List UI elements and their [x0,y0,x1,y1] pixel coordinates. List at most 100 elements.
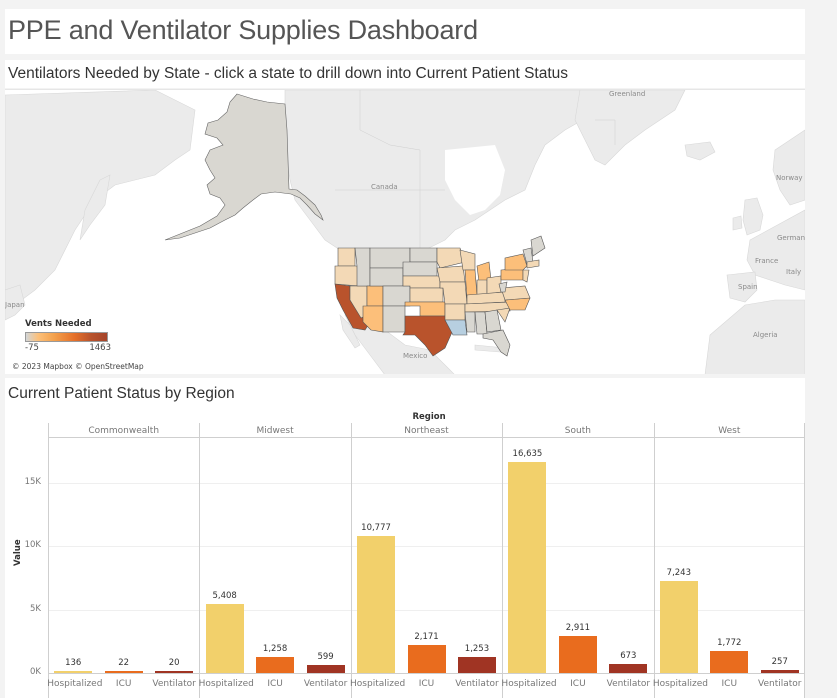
bar-midwest-ventilator[interactable] [306,665,345,673]
bar-value-label: 257 [771,656,788,667]
state-west-virginia[interactable] [498,281,508,293]
state-illinois[interactable] [464,269,478,299]
bar-value-label: 599 [317,652,334,663]
bar-south-ventilator[interactable] [609,664,648,673]
x-category-label: Hospitalized [350,679,406,689]
x-category-label: Ventilator [152,679,196,689]
region-label-south: South [564,426,591,436]
bar-value-label: 1,258 [262,644,288,655]
pane-divider [804,423,805,698]
x-category-label: Hospitalized [652,679,709,689]
bar-commonwealth-hospitalized[interactable] [54,671,93,673]
state-arkansas[interactable] [444,303,466,321]
state-oregon[interactable] [334,265,361,287]
bar-northeast-hospitalized[interactable] [357,536,396,673]
state-maine[interactable] [530,235,546,257]
state-kansas[interactable] [409,287,444,303]
state-mississippi[interactable] [464,311,476,333]
state-louisiana[interactable] [444,319,468,336]
x-category-label: Hospitalized [47,679,103,689]
state-nebraska[interactable] [402,275,441,289]
state-utah[interactable] [366,285,384,307]
x-category-label: ICU [570,679,586,689]
x-category-label: Ventilator [303,679,348,689]
pane-divider [653,423,655,698]
x-category-label: ICU [115,679,132,689]
bar-commonwealth-ventilator[interactable] [155,671,194,673]
bar-value-label: 673 [620,651,637,662]
bar-south-icu[interactable] [558,636,597,673]
state-south-dakota[interactable] [402,261,438,277]
header-divider [48,437,805,438]
map-title: Ventilators Needed by State - click a st… [8,65,569,82]
state-iowa[interactable] [436,265,466,283]
state-alaska[interactable] [164,93,324,241]
state-south-carolina[interactable] [496,307,511,323]
state-massachusetts[interactable] [526,259,540,269]
hudson-bay [445,145,505,215]
state-wisconsin[interactable] [459,249,476,271]
dashboard-title-panel: PPE and Ventilator Supplies Dashboard [5,9,805,54]
x-category-label: Ventilator [758,679,802,689]
state-north-dakota[interactable] [409,247,438,263]
region-label-commonwealth: Commonwealth [88,426,160,436]
bar-northeast-ventilator[interactable] [457,657,496,673]
state-idaho[interactable] [354,247,371,287]
pane-divider [48,423,49,698]
map-label-mexico: Mexico [403,352,428,360]
state-missouri[interactable] [439,281,468,305]
legend-max-label: 1463 [89,343,111,353]
region-label-west: West [718,426,741,436]
state-new-york[interactable] [504,253,528,271]
state-wyoming[interactable] [369,267,404,287]
map-label-france: France [755,257,779,265]
state-indiana[interactable] [476,279,488,296]
bar-midwest-icu[interactable] [256,657,295,673]
state-oklahoma[interactable] [404,301,446,317]
legend-color-ramp [25,332,108,342]
state-new-mexico[interactable] [382,305,406,333]
gridline [48,482,805,484]
bar-midwest-hospitalized[interactable] [205,604,244,673]
x-category-label: ICU [721,679,738,689]
state-minnesota[interactable] [436,247,466,269]
gridline [48,546,805,548]
pane-divider [502,423,504,698]
state-new-jersey[interactable] [522,269,530,283]
map-label-norway: Norway [776,174,803,182]
bar-commonwealth-icu[interactable] [104,671,143,673]
map-canvas[interactable] [5,90,805,374]
map-attribution[interactable]: © 2023 Mapbox © OpenStreetMap [10,362,146,371]
bar-west-ventilator[interactable] [760,669,799,673]
bar-value-label: 22 [118,658,130,668]
state-georgia[interactable] [484,309,502,333]
us-states[interactable] [334,235,546,357]
state-ohio[interactable] [486,275,502,295]
state-washington[interactable] [337,247,356,267]
bar-value-label: 1,253 [464,644,490,655]
bar-value-label: 20 [168,658,180,668]
x-category-label: ICU [418,679,435,689]
x-category-label: Hospitalized [501,679,557,689]
bar-value-label: 2,911 [565,623,591,634]
x-axis-line [48,673,805,674]
ventilators-map[interactable]: Greenland Canada Mexico Norway Germany F… [5,89,805,374]
dashboard-title: PPE and Ventilator Supplies Dashboard [8,15,478,45]
region-label-northeast: Northeast [404,426,449,436]
chart-title: Current Patient Status by Region [8,385,235,402]
bar-south-hospitalized[interactable] [508,462,547,673]
x-category-label: Ventilator [606,679,651,689]
y-tick-label: 5K [30,603,41,614]
column-header-region: Region [412,412,446,422]
map-label-algeria: Algeria [753,331,778,339]
bar-west-hospitalized[interactable] [659,581,698,673]
state-arizona[interactable] [362,305,384,333]
state-florida[interactable] [482,329,511,357]
bar-northeast-icu[interactable] [407,645,446,673]
state-virginia[interactable] [500,285,531,301]
map-title-panel: Ventilators Needed by State - click a st… [5,60,805,88]
vents-needed-legend: Vents Needed -75 1463 [25,319,135,353]
x-category-label: Ventilator [455,679,499,689]
region-label-midwest: Midwest [256,426,294,436]
bar-west-icu[interactable] [710,650,749,673]
